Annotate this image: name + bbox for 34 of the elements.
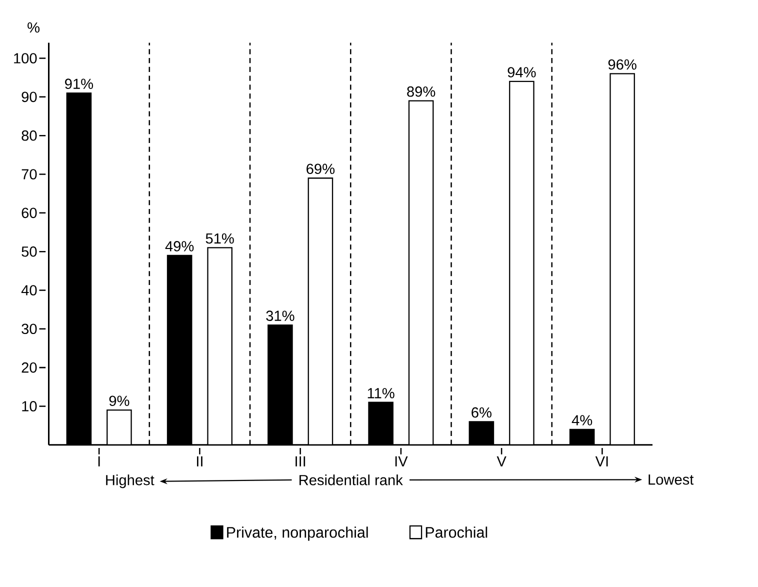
y-tick-label: 30 <box>22 324 37 334</box>
text: Lowest <box>648 474 694 485</box>
data-label: 49% <box>165 241 194 252</box>
y-tick-label: 60 <box>22 208 37 218</box>
y-tick-label: 40 <box>21 285 37 296</box>
y-axis-title: % <box>28 22 40 33</box>
x-tick-label: I <box>98 456 100 466</box>
x-tick-label: II <box>197 456 202 466</box>
x-tick-label: IV <box>395 456 408 466</box>
y-tick-label: 50 <box>22 246 37 257</box>
x-tick-label: VI <box>595 456 608 466</box>
data-label: 69% <box>306 164 335 174</box>
data-label: 96% <box>608 59 636 70</box>
y-tick-label: 70 <box>22 169 37 180</box>
data-label: 31% <box>266 310 294 321</box>
data-label: 9% <box>109 396 130 406</box>
y-tick-label: 20 <box>22 362 37 373</box>
x-tick-label: III <box>296 456 306 466</box>
y-tick-label: 10 <box>22 401 37 412</box>
y-tick-label: 80 <box>22 130 37 141</box>
data-label: 94% <box>508 67 536 78</box>
text: Highest <box>106 474 154 488</box>
data-label: 4% <box>572 415 592 426</box>
x-tick-label: V <box>496 456 506 466</box>
legend-label: Parochial <box>426 526 488 538</box>
y-tick-label: 100 <box>14 53 37 64</box>
y-tick-label: 90 <box>22 92 37 102</box>
data-label: 6% <box>472 407 492 418</box>
data-label: 91% <box>65 78 94 90</box>
data-label: 11% <box>368 388 394 398</box>
x-axis-title: Residential rank <box>300 474 403 486</box>
data-label: 89% <box>407 86 436 97</box>
legend-label: Private, nonparochial <box>227 526 368 541</box>
data-label: 51% <box>206 233 234 244</box>
